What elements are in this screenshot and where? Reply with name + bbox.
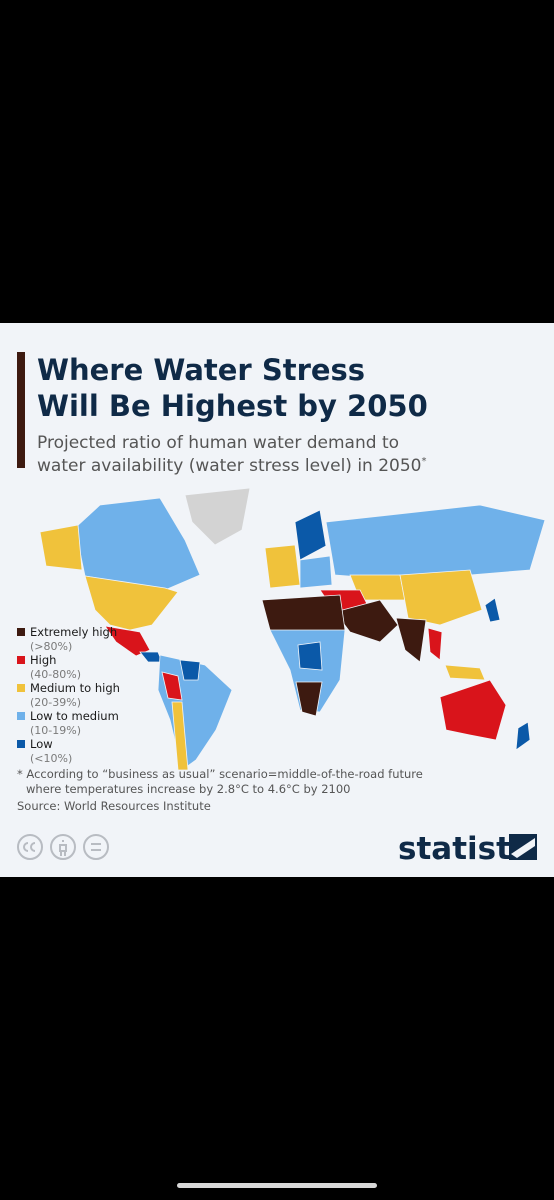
eastern-europe bbox=[299, 555, 333, 589]
chile bbox=[171, 701, 189, 771]
scandinavia bbox=[294, 509, 327, 561]
subtitle: Projected ratio of human water demand to bbox=[37, 433, 399, 453]
china bbox=[399, 569, 483, 626]
western-europe bbox=[264, 544, 301, 589]
legend-label: Extremely high bbox=[30, 625, 117, 639]
title: Where Water Stress bbox=[37, 353, 365, 387]
new-zealand bbox=[515, 721, 531, 751]
legend-range: (40-80%) bbox=[30, 668, 81, 681]
legend-swatch bbox=[17, 712, 25, 720]
legend-label: Low to medium bbox=[30, 709, 119, 723]
world-map bbox=[39, 487, 546, 771]
middle-east bbox=[334, 599, 399, 643]
southern-africa bbox=[295, 681, 323, 717]
cc-icon bbox=[17, 834, 43, 860]
brand-logo bbox=[509, 834, 537, 860]
license-icons bbox=[17, 834, 109, 860]
australia bbox=[439, 679, 507, 741]
title: Will Be Highest by 2050 bbox=[37, 389, 428, 423]
legend-swatch bbox=[17, 740, 25, 748]
by-icon bbox=[50, 834, 76, 860]
central-africa bbox=[269, 629, 346, 713]
title-bar bbox=[17, 352, 25, 468]
legend-label: Medium to high bbox=[30, 681, 120, 695]
japan bbox=[484, 597, 501, 623]
colombia bbox=[179, 659, 201, 681]
cc-glyph bbox=[23, 842, 36, 852]
peru bbox=[161, 671, 183, 701]
legend-swatch bbox=[17, 656, 25, 664]
india bbox=[395, 617, 427, 663]
legend-label: Low bbox=[30, 737, 53, 751]
southeast-asia bbox=[427, 627, 443, 661]
legend-range: (10-19%) bbox=[30, 724, 81, 737]
nd-glyph bbox=[91, 843, 101, 851]
home-indicator bbox=[177, 1183, 377, 1188]
footnote: where temperatures increase by 2.8°C to … bbox=[26, 782, 350, 796]
subtitle: water availability (water stress level) … bbox=[37, 456, 427, 476]
legend-range: (<10%) bbox=[30, 752, 72, 765]
congo bbox=[297, 641, 323, 671]
legend-swatch bbox=[17, 628, 25, 636]
legend-swatch bbox=[17, 684, 25, 692]
subtitle-text: water availability (water stress level) … bbox=[37, 456, 422, 476]
source: Source: World Resources Institute bbox=[17, 799, 211, 813]
legend-range: (>80%) bbox=[30, 640, 72, 653]
subtitle-mark: * bbox=[422, 456, 427, 467]
legend: Extremely high(>80%)High(40-80%)Medium t… bbox=[17, 625, 120, 765]
legend-label: High bbox=[30, 653, 56, 667]
greenland bbox=[184, 487, 251, 546]
russia bbox=[325, 504, 546, 581]
by-glyph bbox=[59, 840, 67, 856]
usa bbox=[84, 575, 179, 631]
alaska bbox=[39, 524, 83, 571]
footnote: * According to “business as usual” scena… bbox=[17, 767, 423, 781]
indonesia bbox=[444, 664, 486, 681]
logo-stripe bbox=[511, 838, 535, 858]
legend-range: (20-39%) bbox=[30, 696, 81, 709]
nd-icon bbox=[83, 834, 109, 860]
